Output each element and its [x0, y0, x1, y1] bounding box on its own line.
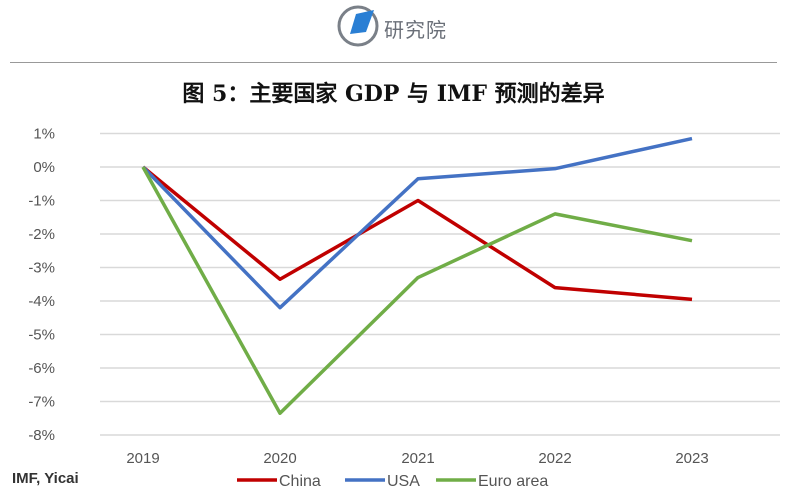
series-line-china — [141, 165, 693, 302]
logo — [336, 4, 456, 48]
x-tick-label: 2022 — [538, 450, 571, 467]
y-tick-label: -8% — [28, 427, 55, 444]
y-tick-label: -4% — [28, 293, 55, 310]
chart-title: 图 5：主要国家 GDP 与 IMF 预测的差异 — [182, 81, 605, 107]
y-tick-label: -7% — [28, 394, 55, 411]
series-line-euro-area — [141, 166, 693, 415]
logo-text: 研究院 — [384, 20, 447, 42]
y-tick-label: -3% — [28, 260, 55, 277]
x-tick-label: 2020 — [263, 450, 296, 467]
source-note: IMF, Yicai — [12, 470, 79, 487]
logo-icon — [337, 5, 379, 47]
legend-label: Euro area — [478, 473, 548, 490]
y-tick-label: 0% — [33, 159, 55, 176]
y-tick-label: -6% — [28, 360, 55, 377]
y-tick-label: -2% — [28, 226, 55, 243]
x-tick-label: 2021 — [401, 450, 434, 467]
series-line-usa — [141, 136, 693, 310]
legend-label: China — [279, 473, 321, 490]
x-tick-label: 2023 — [675, 450, 708, 467]
y-tick-label: 1% — [33, 126, 55, 143]
y-tick-label: -1% — [28, 193, 55, 210]
y-tick-label: -5% — [28, 327, 55, 344]
divider — [10, 62, 777, 63]
legend-label: USA — [387, 473, 420, 490]
x-tick-label: 2019 — [126, 450, 159, 467]
